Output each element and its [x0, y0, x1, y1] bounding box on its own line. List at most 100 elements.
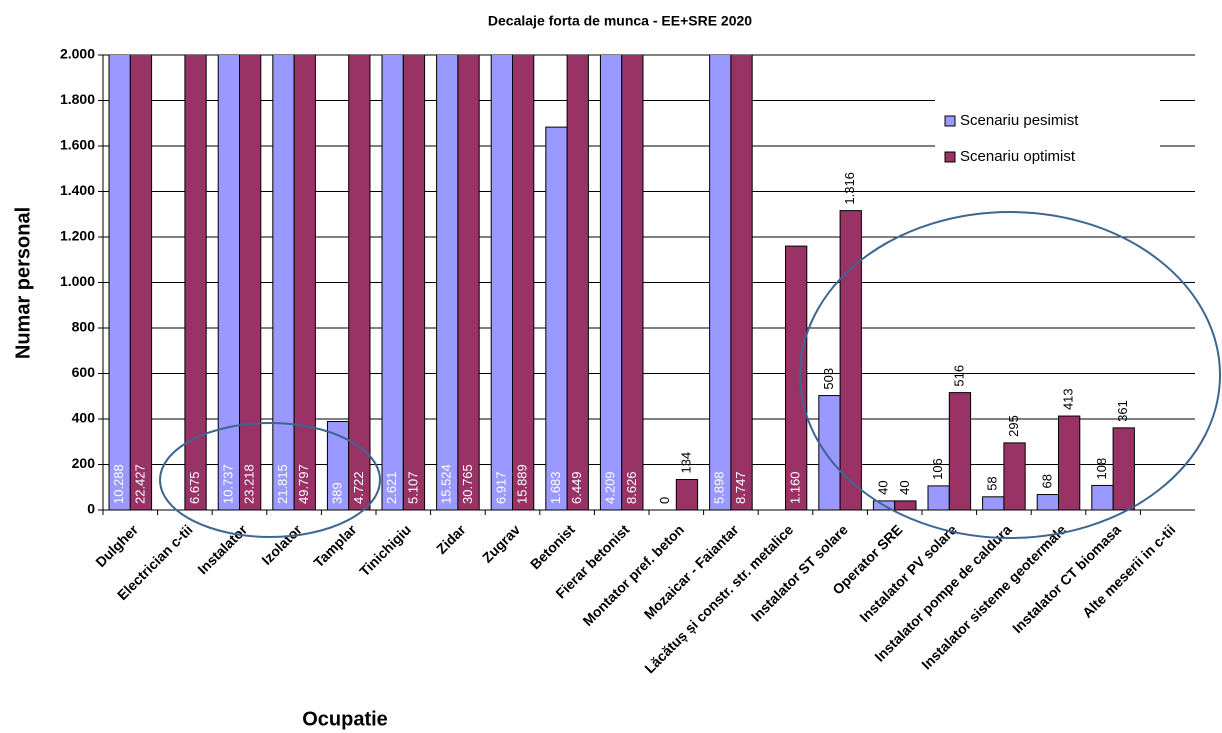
value-label: 389 [329, 482, 344, 504]
value-label: 6.675 [187, 471, 202, 504]
value-label: 1.160 [788, 471, 803, 504]
bar [381, 55, 404, 510]
value-label: 2.621 [384, 471, 399, 504]
x-axis-label: Ocupatie [302, 708, 388, 730]
bar [894, 500, 917, 510]
value-label: 15.524 [439, 464, 454, 504]
x-tick-label: Zidar [433, 521, 469, 557]
x-tick-label: Instalator ST solare [748, 521, 851, 624]
plot-area [108, 55, 1135, 510]
bar [1112, 427, 1135, 510]
y-tick-label: 1.800 [60, 91, 95, 107]
bar [108, 55, 131, 510]
bar [621, 55, 644, 510]
value-label: 4.722 [351, 471, 366, 504]
value-labels: 10.288 22.427 6.675 10.737 23.218 21.815 49.79… [111, 172, 1130, 504]
x-tick-label: Tinichigiu [356, 521, 414, 579]
bar [293, 55, 316, 510]
value-label: 58 [985, 476, 1000, 490]
bar [730, 55, 753, 510]
value-label: 22.427 [132, 464, 147, 504]
y-tick-label: 1.400 [60, 182, 95, 198]
bar [457, 55, 480, 510]
bar [1091, 484, 1114, 510]
value-label: 4.209 [602, 471, 617, 504]
bar [512, 55, 535, 510]
value-label: 15.889 [515, 464, 530, 504]
value-label: 106 [930, 458, 945, 480]
value-label: 0 [657, 497, 672, 504]
x-tick-label: Izolator [258, 521, 305, 568]
value-label: 10.288 [111, 464, 126, 504]
y-tick-label: 0 [87, 501, 95, 517]
x-tick-label: Instalator [194, 521, 250, 577]
bar [1036, 494, 1060, 510]
value-label: 413 [1061, 388, 1076, 410]
y-tick-label: 1.000 [60, 273, 95, 289]
x-tick-label: Tamplar [310, 521, 359, 570]
bar [402, 55, 426, 510]
value-label: 8.626 [624, 471, 639, 504]
legend-label: Scenariu pesimist [960, 112, 1079, 129]
x-tick-label: Montator pref. beton [579, 521, 687, 629]
y-tick-label: 600 [72, 364, 96, 380]
bar [272, 55, 295, 510]
value-label: 516 [951, 365, 966, 387]
highlight-ellipse [159, 422, 381, 538]
value-label: 5.898 [712, 471, 727, 504]
value-label: 6.917 [493, 471, 508, 504]
value-label: 1.683 [548, 471, 563, 504]
y-tick-label: 1.600 [60, 137, 95, 153]
bar [566, 55, 589, 510]
bar [1058, 415, 1081, 510]
y-tick-label: 2.000 [60, 46, 95, 62]
bar [599, 55, 623, 510]
value-label: 108 [1094, 458, 1109, 480]
bar [129, 55, 153, 510]
bar [348, 55, 371, 510]
y-axis-label: Numar personal [12, 207, 34, 359]
bar [1003, 442, 1026, 510]
highlight-ellipse [799, 211, 1221, 539]
value-label: 40 [875, 480, 890, 494]
bar [675, 479, 699, 510]
value-label: 10.737 [220, 464, 235, 504]
bar [818, 395, 841, 510]
legend-swatch [944, 115, 956, 127]
x-tick-label: Mozaicar - Faiantar [641, 521, 742, 622]
bar [709, 55, 732, 510]
value-label: 30.765 [460, 464, 475, 504]
legend-box [935, 100, 1160, 178]
value-label: 134 [678, 452, 693, 474]
chart-title: Decalaje forta de munca - EE+SRE 2020 [488, 13, 752, 29]
bar [436, 55, 459, 510]
bar [839, 210, 862, 510]
bar [948, 392, 972, 510]
legend: Scenariu pesimist Scenariu optimist [935, 100, 1160, 178]
y-tick-label: 800 [72, 319, 96, 335]
legend-label: Scenariu optimist [960, 148, 1076, 165]
x-tick-label: Zugrav [479, 521, 523, 565]
y-tick-label: 1.200 [60, 228, 95, 244]
bar [217, 55, 240, 510]
x-tick-label: Dulgher [92, 521, 141, 570]
value-label: 49.797 [296, 464, 311, 504]
bar [490, 55, 513, 510]
value-label: 68 [1039, 474, 1054, 488]
value-label: 23.218 [242, 464, 257, 504]
y-tick-label: 400 [72, 410, 96, 426]
x-tick-label: Betonist [527, 521, 578, 572]
bar [545, 126, 568, 510]
bar [785, 245, 808, 510]
bar [982, 496, 1005, 510]
x-tick-label: Instalator PV solare [856, 521, 960, 625]
x-tick-label: Alte meserii in c-tii [1079, 521, 1178, 620]
value-label: 361 [1115, 400, 1130, 422]
value-label: 503 [821, 368, 836, 390]
value-label: 21.815 [275, 464, 290, 504]
value-label: 295 [1006, 415, 1021, 437]
legend-swatch [944, 151, 956, 163]
bar [927, 485, 950, 510]
value-label: 5.107 [405, 471, 420, 504]
